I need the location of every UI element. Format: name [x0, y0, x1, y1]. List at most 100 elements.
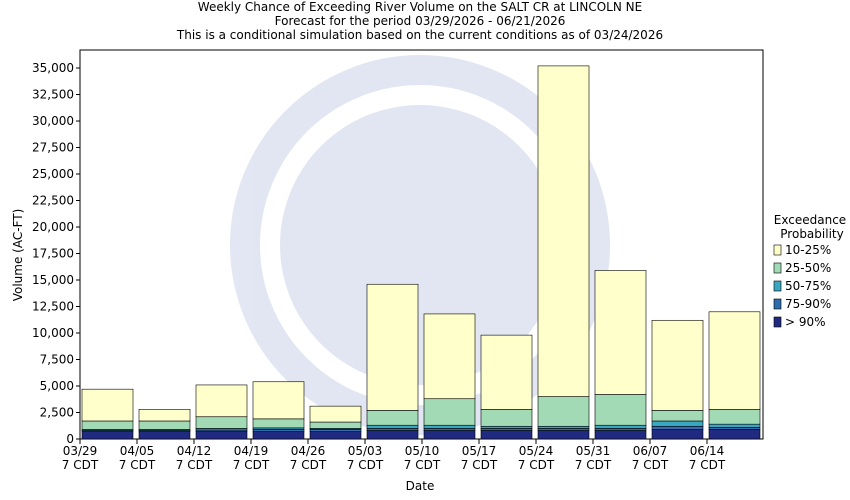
x-tick-label-date: 04/19	[234, 444, 269, 458]
bar-segment	[138, 409, 191, 422]
bar-segment	[309, 421, 362, 429]
y-tick-label: 22,500	[32, 194, 74, 208]
bar-segment	[366, 283, 419, 411]
legend-swatch	[773, 262, 782, 274]
x-tick-label-time: 7 CDT	[290, 458, 327, 472]
x-tick-label: 05/17 7 CDT	[461, 444, 498, 472]
legend-label: > 90%	[785, 315, 826, 329]
bar-segment	[480, 409, 533, 427]
legend-label: 10-25%	[785, 243, 831, 257]
x-tick-label-time: 7 CDT	[404, 458, 441, 472]
y-tick-label: 25,000	[32, 167, 74, 181]
y-tick-label: 17,500	[32, 247, 74, 261]
y-tick-label: 5,000	[40, 379, 74, 393]
x-tick-label-time: 7 CDT	[176, 458, 213, 472]
x-tick-label: 03/29 7 CDT	[62, 444, 99, 472]
legend-label: 50-75%	[785, 279, 831, 293]
bar-segment	[651, 410, 704, 422]
legend-swatch	[773, 298, 782, 310]
legend-label: 75-90%	[785, 297, 831, 311]
bar-segment	[651, 429, 704, 440]
bar-segment	[480, 430, 533, 440]
bar-segment	[138, 420, 191, 430]
bar-segment	[423, 313, 476, 400]
bar-segment	[537, 425, 590, 429]
x-tick-label: 04/12 7 CDT	[176, 444, 213, 472]
bar-segment	[480, 334, 533, 410]
y-tick-label: 35,000	[32, 61, 74, 75]
x-tick-label-date: 05/10	[405, 444, 440, 458]
bar-segment	[138, 431, 191, 440]
x-tick-label: 05/10 7 CDT	[404, 444, 441, 472]
legend-label: 25-50%	[785, 261, 831, 275]
x-tick-label-date: 05/24	[519, 444, 554, 458]
bar-segment	[366, 424, 419, 429]
legend-swatch	[773, 316, 782, 328]
bar-segment	[537, 430, 590, 440]
legend-title: Probability	[780, 227, 843, 241]
x-tick-label: 06/14 7 CDT	[689, 444, 726, 472]
y-tick-label: 12,500	[32, 300, 74, 314]
x-tick-label-date: 05/03	[348, 444, 383, 458]
x-tick-label-date: 04/26	[291, 444, 326, 458]
bar-segment	[708, 311, 761, 410]
x-tick-label-time: 7 CDT	[233, 458, 270, 472]
bar-segment	[708, 429, 761, 440]
x-tick-label-date: 03/29	[63, 444, 98, 458]
x-tick-label-time: 7 CDT	[347, 458, 384, 472]
x-tick-label: 04/26 7 CDT	[290, 444, 327, 472]
x-tick-label-time: 7 CDT	[62, 458, 99, 472]
bar-segment	[252, 431, 305, 440]
bar-segment	[195, 431, 248, 440]
bar-segment	[423, 430, 476, 440]
x-axis-label: Date	[406, 479, 435, 493]
bar-segment	[252, 418, 305, 429]
x-tick-label: 05/03 7 CDT	[347, 444, 384, 472]
legend-title: Exceedance	[774, 213, 846, 227]
bar-segment	[81, 420, 134, 430]
bar-segment	[252, 429, 305, 432]
bar-segment	[366, 430, 419, 440]
y-tick-label: 0	[66, 432, 74, 446]
x-tick-label-date: 06/14	[690, 444, 725, 458]
bar-segment	[708, 423, 761, 428]
x-tick-label: 05/24 7 CDT	[518, 444, 555, 472]
bar-segment	[366, 428, 419, 431]
x-tick-label-date: 05/31	[576, 444, 611, 458]
x-tick-label-date: 05/17	[462, 444, 497, 458]
x-tick-label-time: 7 CDT	[461, 458, 498, 472]
chart-title: Weekly Chance of Exceeding River Volume …	[198, 0, 642, 14]
x-tick-label-date: 04/12	[177, 444, 212, 458]
bar-segment	[309, 431, 362, 440]
bar-segment	[708, 409, 761, 425]
bar-segment	[252, 381, 305, 420]
x-tick-label-time: 7 CDT	[689, 458, 726, 472]
bar-segment	[81, 388, 134, 422]
bar-segment	[480, 428, 533, 431]
x-tick-label: 04/05 7 CDT	[119, 444, 156, 472]
x-tick-label: 06/07 7 CDT	[632, 444, 669, 472]
bar-segment	[651, 319, 704, 411]
y-tick-label: 20,000	[32, 220, 74, 234]
x-tick-label-time: 7 CDT	[518, 458, 555, 472]
x-tick-label-time: 7 CDT	[575, 458, 612, 472]
x-tick-label-date: 06/07	[633, 444, 668, 458]
bar-segment	[81, 431, 134, 440]
x-tick-label-time: 7 CDT	[119, 458, 156, 472]
x-tick-label-date: 04/05	[120, 444, 155, 458]
y-tick-label: 32,500	[32, 88, 74, 102]
bar-segment	[651, 425, 704, 430]
bar-segment	[708, 427, 761, 430]
legend-swatch	[773, 280, 782, 292]
bar-segment	[309, 405, 362, 423]
bar-segment	[537, 396, 590, 427]
bar-segment	[423, 428, 476, 431]
y-tick-label: 2,500	[40, 406, 74, 420]
bar-segment	[195, 384, 248, 418]
legend-swatch	[773, 244, 782, 256]
y-tick-label: 30,000	[32, 114, 74, 128]
y-axis-label: Volume (AC-FT)	[11, 209, 25, 302]
x-tick-label: 05/31 7 CDT	[575, 444, 612, 472]
bar-segment	[309, 429, 362, 432]
